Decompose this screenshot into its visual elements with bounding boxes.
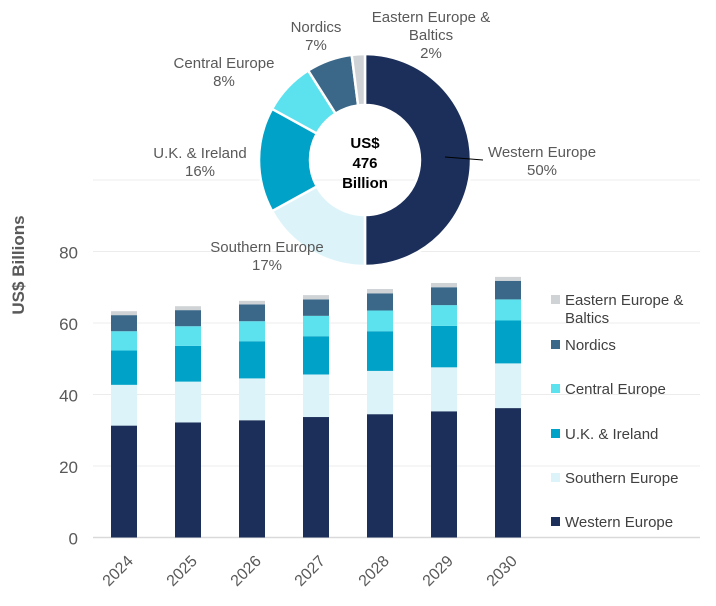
bar-segment-nordics (175, 310, 201, 327)
bar-segment-southern-europe (367, 370, 393, 415)
legend-swatch (551, 340, 560, 349)
bar-segment-nordics (431, 287, 457, 306)
x-tick-label: 2025 (164, 553, 201, 590)
bar-segment-eastern-europe-baltics (367, 289, 393, 294)
bar-segment-southern-europe (239, 378, 265, 421)
legend-swatch (551, 473, 560, 482)
y-tick-label: 20 (59, 458, 78, 477)
donut-label-name: Baltics (409, 27, 453, 44)
bar-segment-southern-europe (175, 381, 201, 423)
x-tick-label: 2026 (228, 553, 265, 590)
bar-segment-u-k-ireland (303, 336, 329, 375)
donut-label-percent: 17% (252, 257, 282, 274)
donut-slice-eastern-europe-baltics (350, 52, 367, 107)
bar-segment-central-europe (239, 321, 265, 342)
donut-label-name: U.K. & Ireland (153, 145, 246, 162)
bar-segment-eastern-europe-baltics (239, 300, 265, 305)
legend-label: U.K. & Ireland (565, 426, 658, 443)
bar-segment-central-europe (303, 315, 329, 337)
donut-label-percent: 16% (185, 163, 215, 180)
leader-line (444, 156, 484, 161)
y-tick-label: 40 (59, 387, 78, 406)
bar-segment-western-europe (111, 425, 137, 538)
legend-swatch (551, 429, 560, 438)
legend-label: Eastern Europe & (565, 292, 683, 309)
donut-center-label: 476 (352, 155, 377, 172)
donut-label-name: Central Europe (174, 55, 275, 72)
bar-segment-eastern-europe-baltics (495, 276, 521, 281)
donut-label-name: Western Europe (488, 144, 596, 161)
bar-segment-nordics (239, 304, 265, 322)
bar-segment-western-europe (239, 420, 265, 538)
legend-label: Baltics (565, 310, 609, 327)
bar-segment-southern-europe (303, 374, 329, 418)
bar-segment-u-k-ireland (367, 331, 393, 371)
bar-segment-southern-europe (111, 384, 137, 426)
donut-label-name: Southern Europe (210, 239, 323, 256)
donut-label-percent: 2% (420, 45, 442, 62)
bar-segment-u-k-ireland (495, 320, 521, 364)
bar-segment-central-europe (175, 326, 201, 346)
x-tick-label: 2029 (420, 553, 457, 590)
bar-segment-central-europe (111, 331, 137, 351)
bar-segment-central-europe (431, 305, 457, 326)
y-tick-label: 60 (59, 315, 78, 334)
bar-segment-u-k-ireland (111, 350, 137, 385)
bar-segment-nordics (111, 315, 137, 332)
donut-label-percent: 7% (305, 37, 327, 54)
bar-segment-western-europe (303, 417, 329, 538)
donut-slice-western-europe (363, 52, 473, 268)
bar-segment-u-k-ireland (431, 325, 457, 368)
legend-swatch (551, 517, 560, 526)
donut-label-name: Nordics (291, 19, 342, 36)
bar-segment-nordics (367, 293, 393, 311)
bar-segment-eastern-europe-baltics (431, 282, 457, 288)
legend-label: Southern Europe (565, 470, 678, 487)
legend-swatch (551, 295, 560, 304)
bar-segment-southern-europe (431, 367, 457, 412)
y-tick-label: 0 (69, 530, 78, 549)
legend-label: Western Europe (565, 514, 673, 531)
bar-segment-eastern-europe-baltics (303, 295, 329, 300)
bar-segment-western-europe (367, 414, 393, 538)
bar-segment-western-europe (175, 422, 201, 538)
donut-label-percent: 8% (213, 73, 235, 90)
x-tick-label: 2027 (292, 553, 329, 590)
bar-segment-central-europe (495, 299, 521, 321)
bar-segment-western-europe (431, 411, 457, 538)
x-tick-label: 2030 (484, 553, 521, 590)
legend-label: Central Europe (565, 381, 666, 398)
bar-segment-eastern-europe-baltics (175, 306, 201, 311)
bar-segment-nordics (495, 280, 521, 300)
y-axis-title: US$ Billions (9, 215, 28, 314)
bar-segment-u-k-ireland (239, 341, 265, 379)
donut-label-percent: 50% (527, 162, 557, 179)
donut-label-name: Eastern Europe & (372, 9, 490, 26)
y-tick-label: 80 (59, 244, 78, 263)
bar-segment-central-europe (367, 310, 393, 332)
bar-segment-nordics (303, 299, 329, 316)
donut-center-label: Billion (342, 175, 388, 192)
x-tick-label: 2028 (356, 553, 393, 590)
bar-segment-u-k-ireland (175, 345, 201, 382)
bar-segment-southern-europe (495, 363, 521, 409)
donut-center-label: US$ (350, 135, 380, 152)
legend-swatch (551, 384, 560, 393)
bar-segment-western-europe (495, 408, 521, 538)
x-tick-label: 2024 (100, 553, 137, 590)
legend-label: Nordics (565, 337, 616, 354)
bar-segment-eastern-europe-baltics (111, 311, 137, 316)
